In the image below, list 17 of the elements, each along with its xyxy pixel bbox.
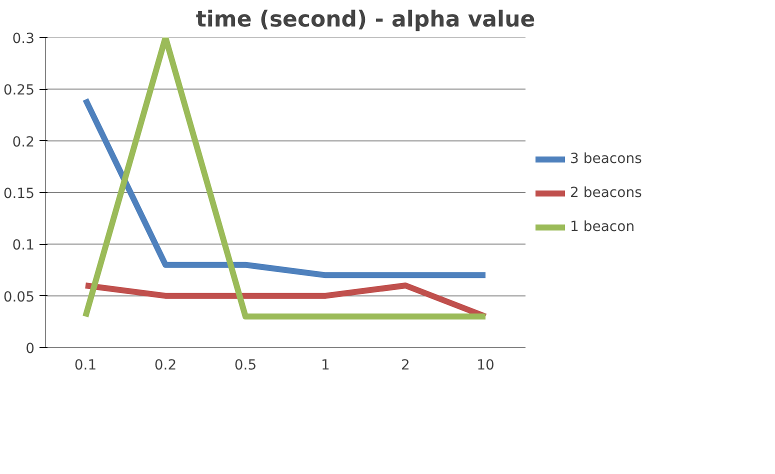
y-tick-label: 0.15 <box>3 186 34 202</box>
legend-label: 3 beacons <box>570 151 643 167</box>
y-tick-label: 0.1 <box>12 238 34 254</box>
legend-label: 1 beacon <box>570 219 636 235</box>
y-tick-label: 0.05 <box>3 289 34 306</box>
x-tick-label: 0.1 <box>74 358 97 374</box>
x-tick-label: 1 <box>321 358 330 374</box>
x-tick-label: 10 <box>476 358 494 374</box>
chart-title: time (second) - alpha value <box>196 8 536 32</box>
y-tick-label: 0 <box>26 341 35 357</box>
y-tick-label: 0.3 <box>12 31 34 47</box>
y-tick-label: 0.25 <box>3 82 34 99</box>
y-tick-label: 0.2 <box>12 134 34 150</box>
x-tick-label: 0.2 <box>154 358 177 374</box>
x-tick-label: 0.5 <box>234 358 257 374</box>
legend-label: 2 beacons <box>570 185 643 201</box>
x-tick-label: 2 <box>401 358 410 374</box>
